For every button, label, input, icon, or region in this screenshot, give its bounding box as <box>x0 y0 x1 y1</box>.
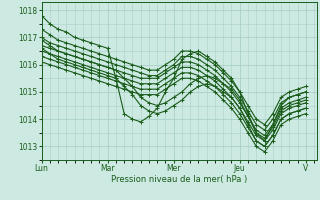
X-axis label: Pression niveau de la mer( hPa ): Pression niveau de la mer( hPa ) <box>111 175 247 184</box>
